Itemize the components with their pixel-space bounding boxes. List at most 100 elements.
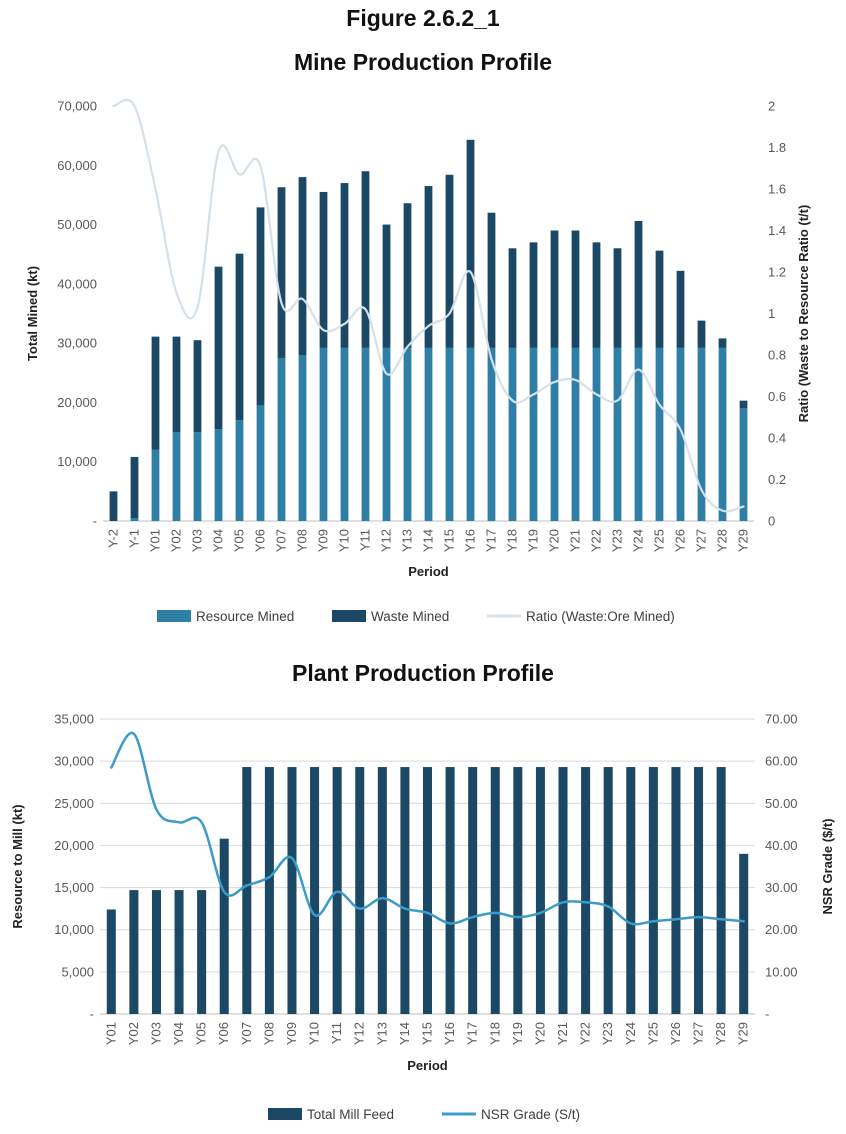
bar-waste-mined (424, 186, 433, 348)
x-tick-label: Y-1 (127, 529, 142, 548)
legend-swatch (268, 1108, 302, 1120)
bar-resource-mined (403, 347, 412, 521)
x-tick-label: Y04 (211, 529, 226, 552)
y2-tick-label: 70.00 (765, 712, 798, 727)
x-tick-label: Y26 (668, 1022, 683, 1045)
y-axis-title: Resource to Mill (kt) (10, 804, 25, 928)
x-axis-title: Period (408, 564, 449, 579)
x-tick-label: Y09 (316, 529, 331, 552)
bar-waste-mined (655, 250, 664, 348)
x-tick-label: Y07 (274, 529, 289, 552)
bar-total-mill-feed (242, 767, 252, 1014)
y2-axis-title: NSR Grade ($/t) (820, 818, 835, 914)
bar-resource-mined (256, 405, 265, 521)
bar-total-mill-feed (219, 838, 229, 1014)
bar-total-mill-feed (626, 767, 636, 1014)
y2-tick-label: 50.00 (765, 796, 798, 811)
bar-total-mill-feed (468, 767, 478, 1014)
x-tick-label: Y22 (578, 1022, 593, 1045)
bar-total-mill-feed (694, 767, 704, 1014)
bar-resource-mined (361, 347, 370, 521)
x-tick-label: Y27 (691, 1022, 706, 1045)
bar-resource-mined (571, 347, 580, 521)
x-tick-label: Y21 (568, 529, 583, 552)
bar-waste-mined (319, 191, 328, 348)
bar-waste-mined (697, 320, 706, 348)
bar-waste-mined (466, 139, 475, 348)
legend-label: Total Mill Feed (307, 1107, 394, 1122)
x-tick-label: Y14 (397, 1022, 412, 1045)
bar-waste-mined (634, 221, 643, 348)
x-tick-label: Y16 (463, 529, 478, 552)
y2-tick-label: - (765, 1007, 769, 1022)
bar-resource-mined (298, 355, 307, 521)
bar-resource-mined (319, 347, 328, 521)
x-tick-label: Y06 (216, 1022, 231, 1045)
x-tick-label: Y03 (148, 1022, 163, 1045)
y2-tick-label: 10.00 (765, 964, 798, 979)
x-tick-label: Y15 (420, 1022, 435, 1045)
y2-tick-label: 0.2 (768, 472, 786, 487)
bar-resource-mined (529, 347, 538, 521)
bar-total-mill-feed (400, 767, 410, 1014)
x-tick-label: Y22 (589, 529, 604, 552)
x-tick-label: Y02 (126, 1022, 141, 1045)
chart-title-plant: Plant Production Profile (292, 660, 554, 686)
x-tick-label: Y08 (295, 529, 310, 552)
y-tick-label: 10,000 (54, 922, 94, 937)
x-tick-label: Y16 (442, 1022, 457, 1045)
bar-waste-mined (298, 177, 307, 355)
y2-tick-label: 60.00 (765, 754, 798, 769)
bar-resource-mined (655, 347, 664, 521)
x-tick-label: Y05 (194, 1022, 209, 1045)
bar-total-mill-feed (648, 767, 658, 1014)
bar-total-mill-feed (174, 890, 184, 1014)
x-tick-label: Y18 (487, 1022, 502, 1045)
bar-total-mill-feed (264, 767, 274, 1014)
bar-waste-mined (256, 207, 265, 406)
bar-waste-mined (172, 336, 181, 433)
bar-resource-mined (676, 347, 685, 521)
x-tick-label: Y10 (337, 529, 352, 552)
y-tick-label: 30,000 (57, 336, 97, 351)
y-tick-label: 35,000 (54, 712, 94, 727)
y-tick-label: 20,000 (57, 395, 97, 410)
x-tick-label: Y19 (510, 1022, 525, 1045)
y-tick-label: 10,000 (57, 454, 97, 469)
bar-resource-mined (466, 347, 475, 521)
x-tick-label: Y14 (421, 529, 436, 552)
bar-total-mill-feed (332, 767, 342, 1014)
x-tick-label: Y25 (645, 1022, 660, 1045)
x-tick-label: Y13 (374, 1022, 389, 1045)
bar-waste-mined (739, 400, 748, 409)
x-tick-label: Y13 (400, 529, 415, 552)
x-tick-label: Y28 (713, 1022, 728, 1045)
x-tick-label: Y29 (736, 529, 751, 552)
bar-total-mill-feed (377, 767, 387, 1014)
bar-waste-mined (508, 248, 517, 348)
legend-label: Waste Mined (371, 609, 449, 624)
bar-waste-mined (235, 253, 244, 421)
plant-production-chart: - 5,000 10,000 15,000 20,000 25,000 30,000 35,0… (10, 712, 835, 1123)
bar-total-mill-feed (129, 890, 139, 1014)
bar-resource-mined (487, 347, 496, 521)
x-tick-label: Y07 (239, 1022, 254, 1045)
bar-total-mill-feed (310, 767, 320, 1014)
bar-waste-mined (718, 338, 727, 348)
x-tick-label: Y17 (465, 1022, 480, 1045)
bar-total-mill-feed (513, 767, 523, 1014)
x-tick-label: Y24 (623, 1022, 638, 1045)
x-tick-label: Y18 (505, 529, 520, 552)
bar-total-mill-feed (581, 767, 591, 1014)
bar-total-mill-feed (422, 767, 433, 1014)
x-tick-label: Y-2 (106, 529, 121, 548)
bar-waste-mined (382, 224, 391, 348)
y-tick-label: 15,000 (54, 880, 94, 895)
x-tick-label: Y21 (555, 1022, 570, 1045)
y-tick-label: 50,000 (57, 217, 97, 232)
bar-total-mill-feed (197, 890, 207, 1014)
x-tick-label: Y01 (103, 1022, 118, 1045)
bar-resource-mined (613, 347, 622, 521)
bar-resource-mined (172, 432, 181, 521)
figure-label: Figure 2.6.2_1 (346, 5, 500, 31)
